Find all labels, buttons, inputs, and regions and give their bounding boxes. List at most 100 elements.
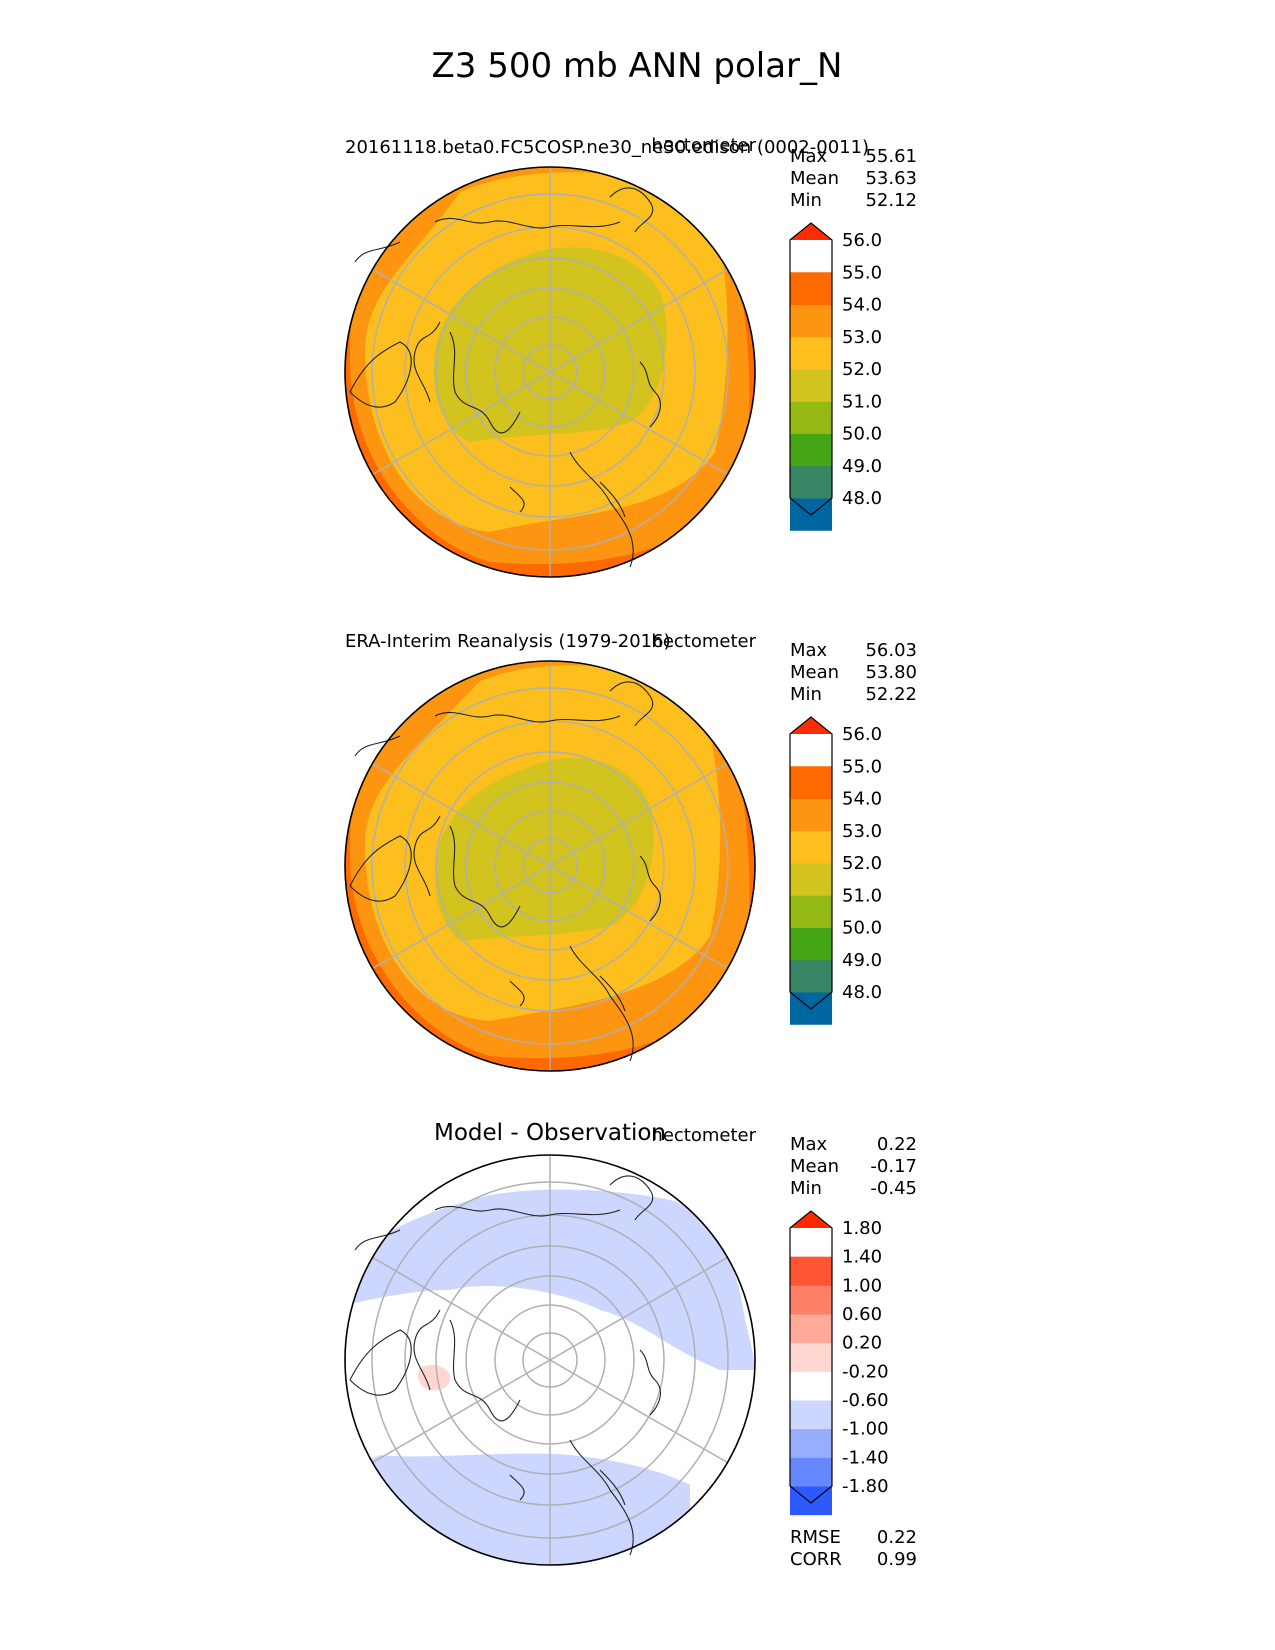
colorbar-segment (790, 369, 832, 402)
colorbar-segment (790, 1457, 832, 1487)
colorbar: 48.0 49.0 50.0 51.0 52.0 53.0 54.0 55.0 56.0 (789, 222, 882, 531)
field-contour (418, 1364, 451, 1391)
polar-map (344, 660, 756, 1072)
colorbar-tick-label: 55.0 (842, 262, 882, 283)
colorbar-segment (790, 272, 832, 305)
metrics-block: RMSE 0.22 CORR 0.99 (790, 1527, 917, 1570)
stat-label: Max (790, 146, 828, 167)
stat-value: 53.80 (865, 662, 917, 683)
stats-block: Max 55.61 Mean 53.63 Min 52.12 (790, 146, 917, 211)
colorbar-tick-label: 55.0 (842, 756, 882, 777)
colorbar-segment (790, 766, 832, 799)
colorbar-outline (789, 222, 833, 516)
colorbar-tick-label: 53.0 (842, 821, 882, 842)
colorbar: -1.80 -1.40 -1.00 -0.60 -0.20 0.20 0.60 1.00 1.4… (789, 1210, 889, 1516)
map-frame (344, 660, 756, 1072)
stat-value: 52.22 (865, 684, 917, 705)
polar-map (344, 166, 756, 578)
colorbar-segment (790, 1256, 832, 1286)
stat-label: Min (790, 1178, 822, 1199)
stats-block: Max 56.03 Mean 53.80 Min 52.22 (790, 640, 917, 705)
colorbar-segment (790, 465, 832, 499)
colorbar-segment (790, 1371, 832, 1401)
stat-label: Min (790, 684, 822, 705)
panel-units: hectometer (651, 135, 756, 156)
stat-value: 0.22 (877, 1134, 917, 1155)
metric-value: 0.99 (877, 1549, 917, 1570)
colorbar-tick-label: 1.40 (842, 1247, 882, 1268)
colorbar-segment (790, 830, 832, 864)
panel-difference: Model - Observation hectometer Max 0.22 … (344, 1120, 917, 1570)
metric-label: CORR (790, 1549, 842, 1570)
polar-map (344, 1154, 756, 1566)
colorbar-segment (790, 863, 832, 896)
colorbar-tick-label: 50.0 (842, 424, 882, 445)
stat-label: Min (790, 190, 822, 211)
coastlines (349, 1175, 661, 1556)
colorbar-tick-label: 1.00 (842, 1275, 882, 1296)
panel-title: ERA-Interim Reanalysis (1979-2016) (345, 631, 671, 652)
stat-value: 56.03 (865, 640, 917, 661)
panel-units: hectometer (651, 1125, 756, 1146)
panel-title: Model - Observation (434, 1120, 666, 1146)
colorbar-extend-max (790, 223, 832, 240)
colorbar-segment (790, 1486, 832, 1516)
stat-label: Mean (790, 168, 839, 189)
coastlines (349, 187, 661, 568)
panel-title: 20161118.beta0.FC5COSP.ne30_ne30.edison … (345, 137, 869, 158)
colorbar-tick-label: 49.0 (842, 456, 882, 477)
colorbar-segment (790, 959, 832, 993)
colorbar-outline (789, 1210, 833, 1504)
field-contour (345, 1453, 690, 1565)
panel-units: hectometer (651, 631, 756, 652)
colorbar-tick-label: 52.0 (842, 359, 882, 380)
colorbar-tick-label: 51.0 (842, 391, 882, 412)
colorbar-tick-label: -0.60 (842, 1390, 889, 1411)
map-frame (344, 1154, 756, 1566)
colorbar-segment (790, 401, 832, 434)
figure-title: Z3 500 mb ANN polar_N (432, 46, 843, 86)
colorbar-tick-label: 56.0 (842, 230, 882, 251)
colorbar-tick-label: 53.0 (842, 327, 882, 348)
metric-label: RMSE (790, 1527, 841, 1548)
colorbar-extend-max (790, 1211, 832, 1228)
stat-value: -0.45 (870, 1178, 917, 1199)
panel-reference: ERA-Interim Reanalysis (1979-2016) hecto… (344, 631, 917, 1072)
colorbar-segment (790, 1285, 832, 1315)
colorbar-segment (790, 1400, 832, 1430)
colorbar-tick-label: 48.0 (842, 982, 882, 1003)
colorbar-tick-label: 50.0 (842, 918, 882, 939)
colorbar-segment (790, 304, 832, 338)
colorbar-segment (790, 927, 832, 961)
stat-value: -0.17 (870, 1156, 917, 1177)
map-frame (344, 166, 756, 578)
stat-value: 55.61 (865, 146, 917, 167)
colorbar-tick-label: -1.80 (842, 1476, 889, 1497)
metric-value: 0.22 (877, 1527, 917, 1548)
colorbar-tick-label: 54.0 (842, 789, 882, 810)
field-contour (435, 757, 654, 941)
coastlines (349, 681, 661, 1062)
colorbar-tick-label: 52.0 (842, 853, 882, 874)
colorbar-tick-label: -1.40 (842, 1447, 889, 1468)
colorbar-tick-label: 0.20 (842, 1333, 882, 1354)
stats-block: Max 0.22 Mean -0.17 Min -0.45 (790, 1134, 917, 1199)
colorbar-tick-label: 49.0 (842, 950, 882, 971)
colorbar-tick-label: 48.0 (842, 488, 882, 509)
colorbar-tick-label: 54.0 (842, 295, 882, 316)
colorbar-segment (790, 798, 832, 832)
colorbar-tick-label: -0.20 (842, 1361, 889, 1382)
colorbar-tick-label: 56.0 (842, 724, 882, 745)
stat-label: Max (790, 1134, 828, 1155)
colorbar-segment (790, 895, 832, 928)
stat-value: 53.63 (865, 168, 917, 189)
colorbar-tick-label: -1.00 (842, 1419, 889, 1440)
stat-value: 52.12 (865, 190, 917, 211)
colorbar-tick-label: 0.60 (842, 1304, 882, 1325)
stat-label: Mean (790, 1156, 839, 1177)
colorbar-segment (790, 1428, 832, 1458)
colorbar: 48.0 49.0 50.0 51.0 52.0 53.0 54.0 55.0 56.0 (789, 716, 882, 1025)
panel-test: 20161118.beta0.FC5COSP.ne30_ne30.edison … (344, 135, 917, 578)
colorbar-segment (790, 1314, 832, 1344)
